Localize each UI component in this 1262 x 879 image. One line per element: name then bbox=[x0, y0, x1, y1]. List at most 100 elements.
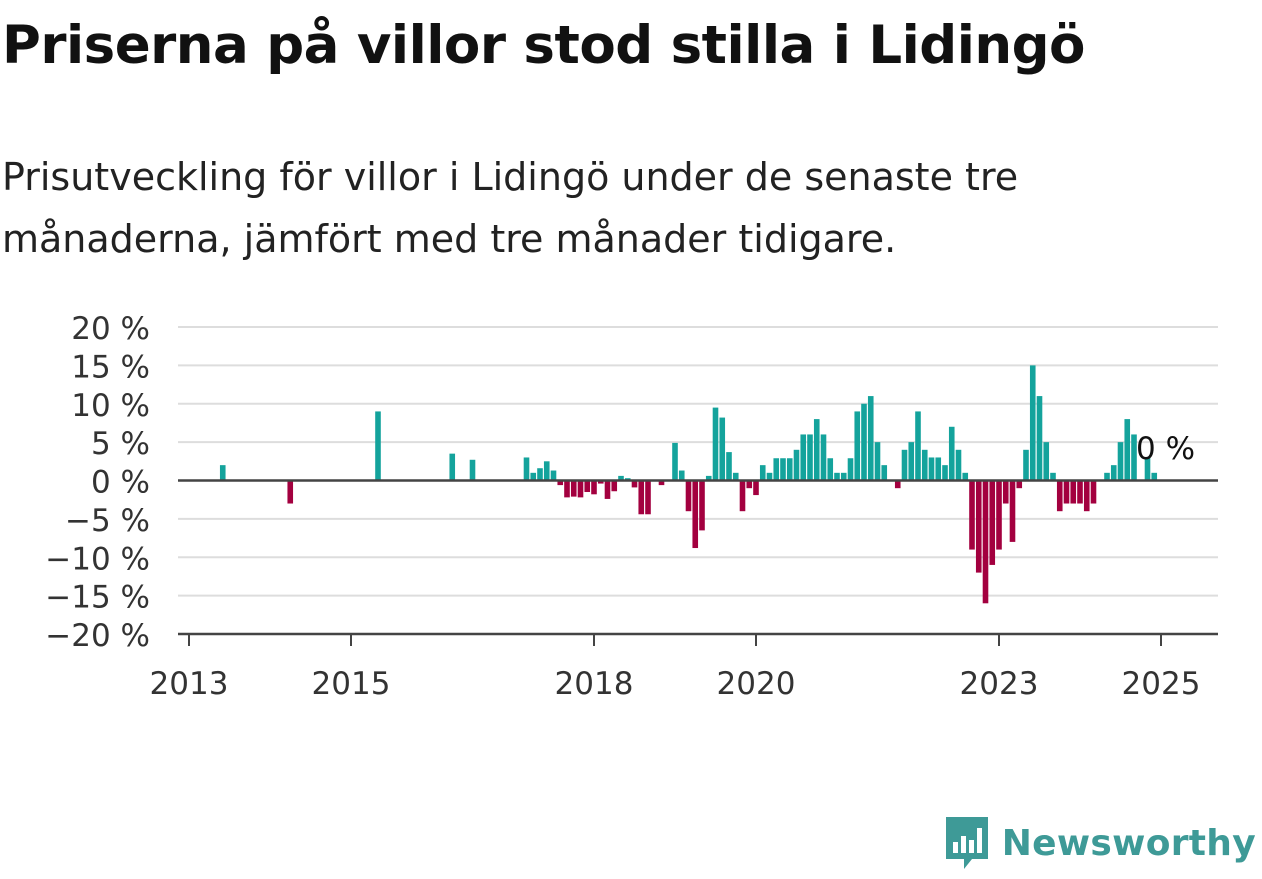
y-tick-label: 20 % bbox=[71, 311, 150, 347]
price-change-bar-chart: 20 %15 %10 %5 %0 %−5 %−10 %−15 %−20 %201… bbox=[45, 311, 1218, 702]
bar bbox=[604, 480, 611, 499]
bar bbox=[854, 411, 861, 481]
bar bbox=[1056, 480, 1063, 512]
bar bbox=[840, 472, 847, 481]
bar bbox=[773, 458, 780, 481]
bar bbox=[1023, 449, 1029, 481]
bar bbox=[375, 411, 381, 481]
bar bbox=[881, 465, 888, 481]
bar bbox=[915, 411, 921, 481]
bar bbox=[969, 480, 975, 550]
bar bbox=[597, 480, 604, 484]
bar bbox=[982, 480, 989, 604]
y-tick-label: 5 % bbox=[91, 426, 150, 462]
bar bbox=[1104, 472, 1110, 481]
bar bbox=[631, 480, 638, 488]
y-tick-label: −20 % bbox=[45, 618, 150, 654]
bar bbox=[1036, 396, 1043, 481]
bar bbox=[1131, 434, 1137, 481]
bar bbox=[793, 449, 800, 481]
bar bbox=[719, 417, 726, 481]
bar bbox=[550, 470, 557, 481]
bar bbox=[780, 458, 786, 481]
bar bbox=[962, 472, 969, 481]
bar bbox=[827, 458, 834, 481]
y-tick-label: 10 % bbox=[71, 388, 150, 424]
bar bbox=[1029, 365, 1036, 481]
bar bbox=[692, 480, 699, 549]
bar bbox=[942, 465, 948, 481]
newsworthy-chart-bubble-icon bbox=[945, 817, 988, 869]
bar bbox=[1124, 419, 1131, 481]
bar bbox=[834, 472, 840, 481]
bar bbox=[766, 472, 773, 481]
x-tick-label: 2023 bbox=[960, 666, 1039, 702]
bar bbox=[287, 480, 294, 504]
bar bbox=[685, 480, 692, 512]
bar bbox=[584, 480, 591, 493]
bar bbox=[1043, 442, 1050, 481]
bar bbox=[699, 480, 705, 531]
x-tick-label: 2025 bbox=[1122, 666, 1201, 702]
bar bbox=[577, 480, 584, 498]
bar bbox=[948, 426, 955, 481]
bar bbox=[1016, 480, 1023, 489]
bar bbox=[557, 480, 564, 486]
bar bbox=[645, 480, 651, 515]
y-tick-label: 15 % bbox=[71, 349, 150, 385]
bar bbox=[753, 480, 759, 496]
bar bbox=[1077, 480, 1083, 504]
bar bbox=[861, 403, 867, 481]
bar bbox=[1151, 472, 1158, 481]
bar bbox=[921, 449, 928, 481]
bar bbox=[874, 442, 881, 481]
bar bbox=[1002, 480, 1009, 504]
last-value-label: 0 % bbox=[1136, 431, 1195, 467]
x-tick-label: 2020 bbox=[717, 666, 796, 702]
bar bbox=[1009, 480, 1016, 542]
bar bbox=[537, 468, 543, 481]
y-tick-label: −15 % bbox=[45, 580, 150, 616]
bar bbox=[564, 480, 570, 498]
bar bbox=[1070, 480, 1077, 504]
x-tick-label: 2018 bbox=[555, 666, 634, 702]
bar bbox=[1144, 457, 1151, 481]
bar bbox=[523, 457, 530, 481]
bar bbox=[807, 434, 813, 481]
bar bbox=[611, 480, 618, 492]
bar bbox=[800, 434, 807, 481]
bar bbox=[908, 442, 915, 481]
bar bbox=[1110, 465, 1117, 481]
bar bbox=[1063, 480, 1070, 504]
bar bbox=[975, 480, 982, 573]
bar bbox=[469, 459, 476, 481]
bar bbox=[705, 475, 712, 481]
bar bbox=[820, 434, 827, 481]
bar bbox=[672, 442, 678, 481]
y-tick-label: 0 % bbox=[91, 465, 150, 501]
bar bbox=[759, 465, 766, 481]
bar bbox=[901, 449, 908, 481]
y-tick-label: −10 % bbox=[45, 541, 150, 577]
brand-name: Newsworthy bbox=[1001, 822, 1256, 864]
bar bbox=[996, 480, 1002, 550]
bar bbox=[847, 458, 854, 481]
bar bbox=[530, 472, 537, 481]
bar bbox=[1090, 480, 1097, 504]
page-subtitle: Prisutveckling för villor i Lidingö unde… bbox=[2, 155, 1019, 261]
brand-logo[interactable]: Newsworthy bbox=[942, 813, 1256, 873]
bar bbox=[543, 461, 550, 481]
bar bbox=[591, 480, 597, 495]
y-tick-label: −5 % bbox=[65, 503, 150, 539]
bar bbox=[712, 407, 719, 481]
bar bbox=[618, 475, 624, 481]
bar bbox=[989, 480, 996, 565]
bar bbox=[726, 452, 732, 481]
bar bbox=[638, 480, 645, 515]
x-tick-label: 2015 bbox=[312, 666, 391, 702]
bar bbox=[928, 457, 935, 481]
bar bbox=[658, 480, 665, 486]
bar bbox=[1083, 480, 1090, 512]
bar bbox=[955, 449, 962, 481]
bar bbox=[678, 470, 685, 481]
